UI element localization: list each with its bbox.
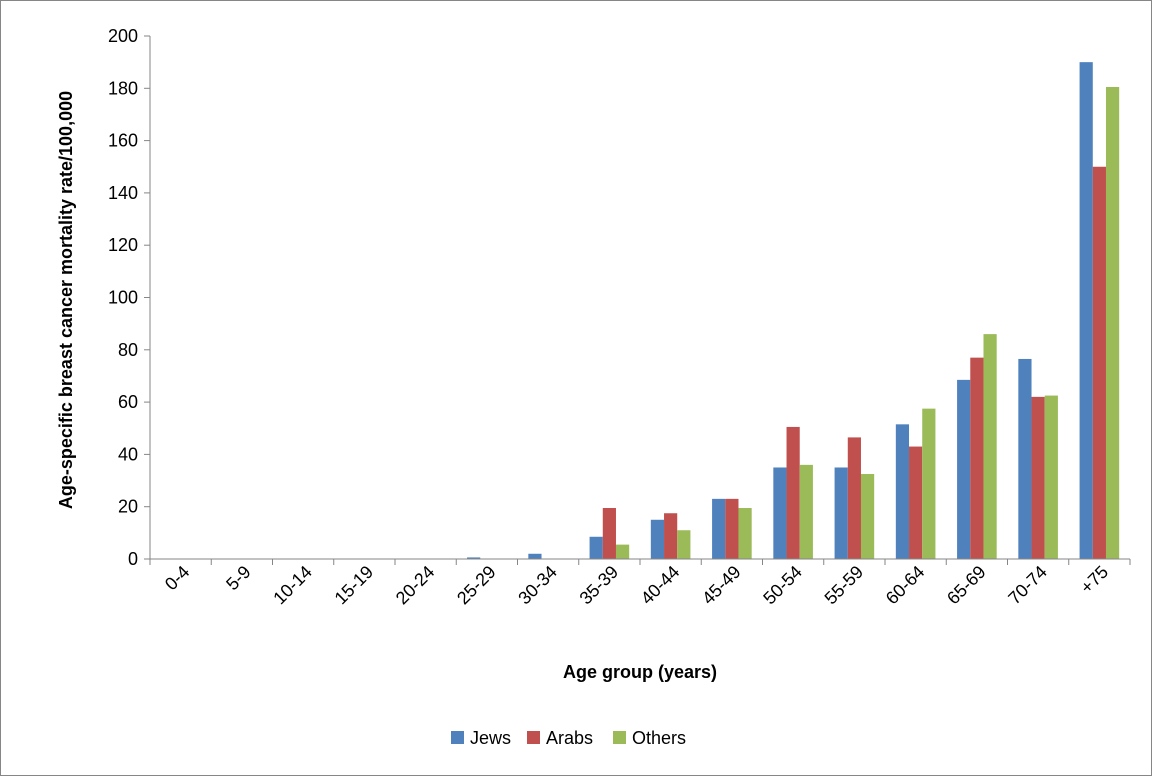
bar-arabs-50-54 xyxy=(786,426,800,559)
legend-swatch xyxy=(613,731,626,744)
bar-others-45-49 xyxy=(738,508,752,559)
y-tick-label: 0 xyxy=(128,549,138,569)
bar-others-70-74 xyxy=(1044,395,1058,559)
legend-item-jews: Jews xyxy=(451,728,511,748)
bar-arabs-40-44 xyxy=(664,513,678,559)
bar-others-35-39 xyxy=(615,544,630,559)
y-tick-label: 200 xyxy=(108,26,138,46)
y-tick-label: 120 xyxy=(108,235,138,255)
bar-others-55-59 xyxy=(860,474,875,559)
bar-others-65-69 xyxy=(983,334,997,559)
legend-label: Others xyxy=(632,728,686,748)
bar-jews-30-34 xyxy=(528,553,542,559)
bar-arabs-55-59 xyxy=(847,437,861,559)
bars-layer xyxy=(467,62,1120,560)
bar-others-50-54 xyxy=(799,464,813,559)
y-tick-label: 40 xyxy=(118,444,138,464)
bar-jews-55-59 xyxy=(834,467,848,559)
bar-arabs-45-49 xyxy=(725,498,739,559)
bar-jews-60-64 xyxy=(895,424,910,559)
legend-item-arabs: Arabs xyxy=(527,728,593,748)
bar-jews-45-49 xyxy=(712,498,726,559)
y-tick-label: 80 xyxy=(118,340,138,360)
bar-others-40-44 xyxy=(677,530,691,559)
y-tick-label: 160 xyxy=(108,131,138,151)
bar-arabs-60-64 xyxy=(909,446,923,559)
legend: Jews Arabs Others xyxy=(451,728,686,748)
bar-arabs-+75 xyxy=(1092,166,1106,559)
bar-jews-35-39 xyxy=(589,536,603,559)
legend-label: Arabs xyxy=(546,728,593,748)
y-tick-label: 60 xyxy=(118,392,138,412)
bar-jews-70-74 xyxy=(1018,358,1032,559)
bar-jews-65-69 xyxy=(957,379,971,559)
y-tick-label: 20 xyxy=(118,497,138,517)
bar-jews-40-44 xyxy=(650,519,665,559)
bar-arabs-35-39 xyxy=(602,508,616,559)
bar-arabs-65-69 xyxy=(970,357,984,559)
x-axis-title: Age group (years) xyxy=(563,662,717,682)
y-tick-label: 100 xyxy=(108,288,138,308)
legend-swatch xyxy=(451,731,464,744)
bar-jews-50-54 xyxy=(773,467,787,559)
y-tick-label: 140 xyxy=(108,183,138,203)
bar-arabs-70-74 xyxy=(1031,396,1045,559)
legend-label: Jews xyxy=(470,728,511,748)
bar-others-60-64 xyxy=(922,408,936,559)
bar-jews-+75 xyxy=(1079,62,1093,560)
y-axis-title: Age-specific breast cancer mortality rat… xyxy=(56,91,76,509)
legend-swatch xyxy=(527,731,540,744)
bar-jews-25-29 xyxy=(467,557,481,559)
legend-item-others: Others xyxy=(613,728,686,748)
bar-others-+75 xyxy=(1105,86,1120,560)
y-tick-label: 180 xyxy=(108,78,138,98)
